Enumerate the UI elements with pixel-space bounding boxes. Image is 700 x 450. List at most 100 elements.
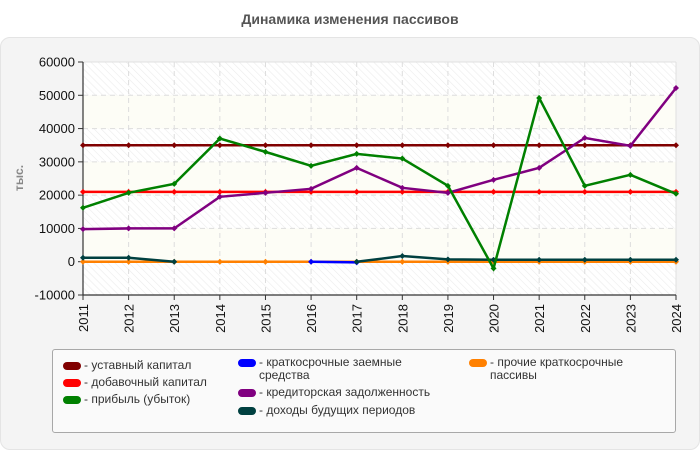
data-point-marker xyxy=(353,150,360,157)
data-point-marker xyxy=(80,188,86,195)
data-point-marker xyxy=(490,142,497,149)
series-line xyxy=(80,84,679,233)
data-point-marker xyxy=(490,176,497,183)
data-point-marker xyxy=(171,188,178,195)
data-point-marker xyxy=(125,225,132,232)
data-point-marker xyxy=(216,142,223,149)
plot-area xyxy=(83,62,676,295)
data-point-marker xyxy=(536,94,543,101)
data-point-marker xyxy=(353,258,360,265)
y-tick-label: 30000 xyxy=(39,154,75,169)
legend-item-dohody-budushchih: - доходы будущих периодов xyxy=(238,404,415,417)
data-point-marker xyxy=(399,142,406,149)
x-tick-label: 2018 xyxy=(395,304,410,333)
data-point-marker xyxy=(581,142,588,149)
legend-item-ustavnyi-kapital: - уставный капитал xyxy=(63,359,191,372)
legend-item-dobavochnyi-kapital: - добавочный капитал xyxy=(63,376,207,389)
y-tick-label: 20000 xyxy=(39,188,75,203)
x-tick-label: 2024 xyxy=(669,304,684,333)
x-tick-label: 2020 xyxy=(487,304,502,333)
data-point-marker xyxy=(581,182,588,189)
axes: -10000 0 10000 20000 30000 40000 50000 60000 201… xyxy=(35,55,684,333)
legend-item-prochie-pasivy: - прочие краткосрочные пассивы xyxy=(469,356,669,382)
data-point-marker xyxy=(80,254,86,261)
x-tick-label: 2013 xyxy=(167,304,182,333)
data-series xyxy=(80,84,679,272)
x-tick-label: 2017 xyxy=(350,304,365,333)
data-point-marker xyxy=(171,225,178,232)
legend-swatch-icon xyxy=(238,389,256,397)
data-point-marker xyxy=(581,134,588,141)
y-tick-label: 0 xyxy=(68,254,75,269)
data-point-marker xyxy=(80,142,86,149)
data-point-marker xyxy=(262,258,269,265)
data-point-marker xyxy=(80,258,86,265)
x-tick-label: 2014 xyxy=(213,304,228,333)
data-point-marker xyxy=(536,256,543,263)
data-point-marker xyxy=(490,265,497,272)
series-line xyxy=(80,253,679,265)
data-point-marker xyxy=(171,180,178,187)
x-tick-label: 2019 xyxy=(441,304,456,333)
data-point-marker xyxy=(673,256,679,263)
legend-item-kreditorskaya: - кредиторская задолженность xyxy=(238,386,430,399)
data-point-marker xyxy=(399,184,406,191)
data-point-marker xyxy=(216,258,223,265)
legend-swatch-icon xyxy=(469,359,487,367)
data-point-marker xyxy=(308,258,315,265)
data-point-marker xyxy=(308,162,315,169)
legend-swatch-icon xyxy=(238,359,256,367)
x-tick-label: 2015 xyxy=(258,304,273,333)
data-point-marker xyxy=(536,142,543,149)
data-point-marker xyxy=(627,142,634,149)
data-point-marker xyxy=(673,142,679,149)
y-axis-label: тыс. xyxy=(12,165,26,191)
data-point-marker xyxy=(262,189,269,196)
data-point-marker xyxy=(308,185,315,192)
legend-item-pribyl: - прибыль (убыток) xyxy=(63,393,190,406)
y-tick-label: -10000 xyxy=(35,288,75,303)
data-point-marker xyxy=(581,256,588,263)
series-line xyxy=(80,94,679,272)
data-point-marker xyxy=(673,190,679,197)
data-point-marker xyxy=(262,148,269,155)
x-tick-label: 2016 xyxy=(304,304,319,333)
x-tick-label: 2021 xyxy=(532,304,547,333)
chart-legend: - уставный капитал - добавочный капитал … xyxy=(52,349,676,433)
data-point-marker xyxy=(125,142,132,149)
data-point-marker xyxy=(216,188,223,195)
data-point-marker xyxy=(353,188,360,195)
data-point-marker xyxy=(353,164,360,171)
data-point-marker xyxy=(308,142,315,149)
x-tick-label: 2022 xyxy=(578,304,593,333)
data-point-marker xyxy=(627,188,634,195)
x-tick-label: 2023 xyxy=(623,304,638,333)
data-point-marker xyxy=(125,254,132,261)
data-point-marker xyxy=(444,142,451,149)
data-point-marker xyxy=(125,189,132,196)
data-point-marker xyxy=(216,135,223,142)
data-point-marker xyxy=(399,188,406,195)
legend-swatch-icon xyxy=(63,379,81,387)
data-point-marker xyxy=(353,142,360,149)
data-point-marker xyxy=(444,182,451,189)
legend-item-kratkosrochnye-zaemnye: - краткосрочные заемные средства xyxy=(238,356,438,382)
y-tick-label: 40000 xyxy=(39,121,75,136)
data-point-marker xyxy=(399,258,406,265)
x-tick-label: 2012 xyxy=(122,304,137,333)
data-point-marker xyxy=(490,188,497,195)
data-point-marker xyxy=(171,258,178,265)
data-point-marker xyxy=(627,256,634,263)
data-point-marker xyxy=(80,226,86,233)
data-point-marker xyxy=(171,142,178,149)
data-point-marker xyxy=(536,164,543,171)
data-point-marker xyxy=(673,84,679,91)
data-point-marker xyxy=(216,193,223,200)
data-point-marker xyxy=(444,189,451,196)
legend-swatch-icon xyxy=(238,407,256,415)
y-tick-label: 10000 xyxy=(39,221,75,236)
x-tick-label: 2011 xyxy=(76,304,91,332)
y-tick-label: 60000 xyxy=(39,55,75,70)
data-point-marker xyxy=(80,204,86,211)
